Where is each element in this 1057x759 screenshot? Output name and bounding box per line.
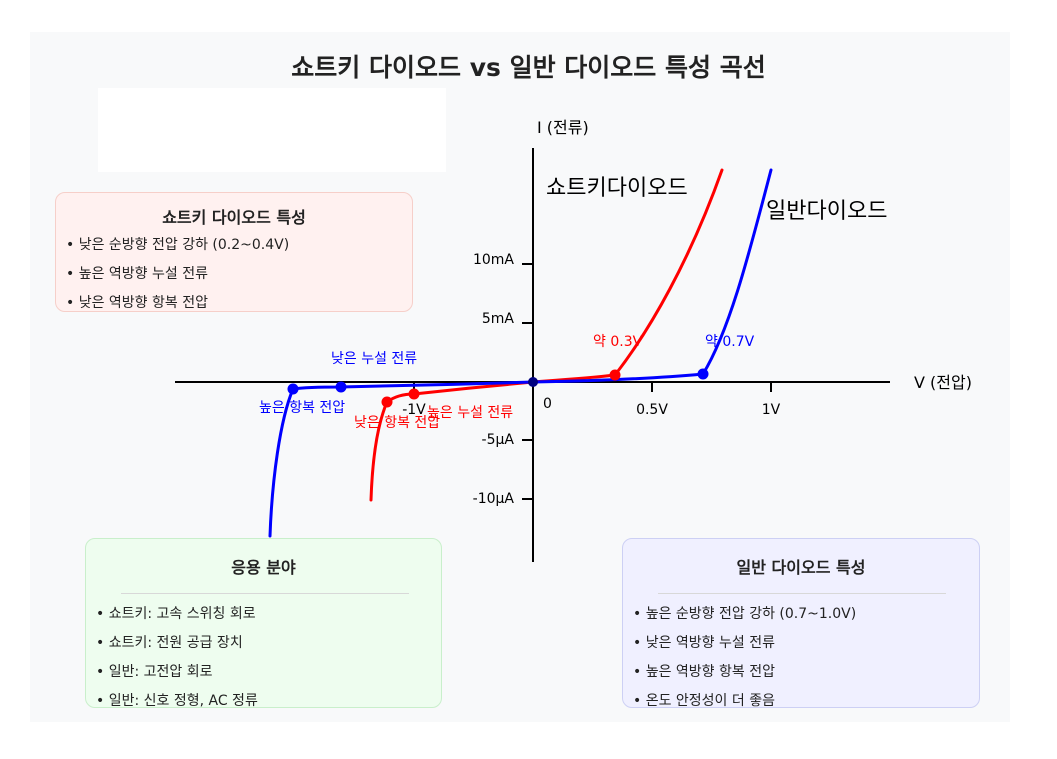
schottky-card-title: 쇼트키 다이오드 특성 [162,208,306,227]
normal-leakage-label: 낮은 누설 전류 [331,351,417,367]
applications-card-item: • 쇼트키: 전원 공급 장치 [96,635,243,651]
y-tick-label-m5ua: -5μA [482,432,515,448]
normal-breakdown-label: 높은 항복 전압 [259,400,345,416]
schottky-curve [369,168,724,502]
schottky-breakdown-point [381,396,393,408]
applications-card-item: • 쇼트키: 고속 스위칭 회로 [96,606,256,622]
schottky-card-item: • 낮은 역방향 항복 전압 [66,295,208,311]
y-axis-label: I (전류) [537,118,589,137]
normal-characteristics-card: 일반 다이오드 특성 • 높은 순방향 전압 강하 (0.7~1.0V) • 낮… [622,538,980,709]
normal-card-item: • 높은 순방향 전압 강하 (0.7~1.0V) [633,606,857,622]
normal-card-divider [658,593,946,594]
normal-forward-label: 약 0.7V [705,334,755,350]
applications-card-title: 응용 분야 [231,558,296,577]
normal-card-item: • 높은 역방향 항복 전압 [633,664,775,680]
normal-curve [268,168,773,538]
normal-card-item: • 온도 안정성이 더 좋음 [633,693,775,709]
normal-leakage-point [335,381,347,393]
normal-curve-label: 일반다이오드 [766,199,887,224]
applications-card: 응용 분야 • 쇼트키: 고속 스위칭 회로 • 쇼트키: 전원 공급 장치 •… [85,538,442,709]
applications-card-item: • 일반: 고전압 회로 [96,664,213,680]
x-axis-label: V (전압) [914,373,972,392]
schottky-card-item: • 높은 역방향 누설 전류 [66,266,208,282]
origin-point [528,377,538,387]
normal-forward-point [697,368,709,380]
schottky-leakage-label: 높은 누설 전류 [427,405,513,421]
schottky-characteristics-card: 쇼트키 다이오드 특성 • 낮은 순방향 전압 강하 (0.2~0.4V) • … [55,192,413,312]
normal-card-title: 일반 다이오드 특성 [736,558,866,577]
blank-box [98,88,446,172]
schottky-forward-label: 약 0.3V [593,334,643,350]
x-tick-label-1v: 1V [762,402,781,418]
schottky-forward-point [609,369,621,381]
schottky-card-item: • 낮은 순방향 전압 강하 (0.2~0.4V) [66,237,290,253]
applications-card-item: • 일반: 신호 정형, AC 정류 [96,693,258,709]
applications-card-divider [121,593,409,594]
normal-breakdown-point [287,383,299,395]
origin-label: 0 [543,396,552,412]
schottky-breakdown-label: 낮은 항복 전압 [354,415,440,431]
schottky-curve-label: 쇼트키다이오드 [546,176,688,201]
x-tick-label-m1v: -1V [402,402,426,418]
schottky-leakage-point [408,388,420,400]
figure-title: 쇼트키 다이오드 vs 일반 다이오드 특성 곡선 [291,53,766,82]
normal-card-item: • 낮은 역방향 누설 전류 [633,635,775,651]
x-tick-label-05v: 0.5V [636,402,668,418]
y-tick-label-10ma: 10mA [473,252,514,268]
y-tick-label-m10ua: -10μA [473,491,515,507]
y-tick-label-5ma: 5mA [482,311,515,327]
